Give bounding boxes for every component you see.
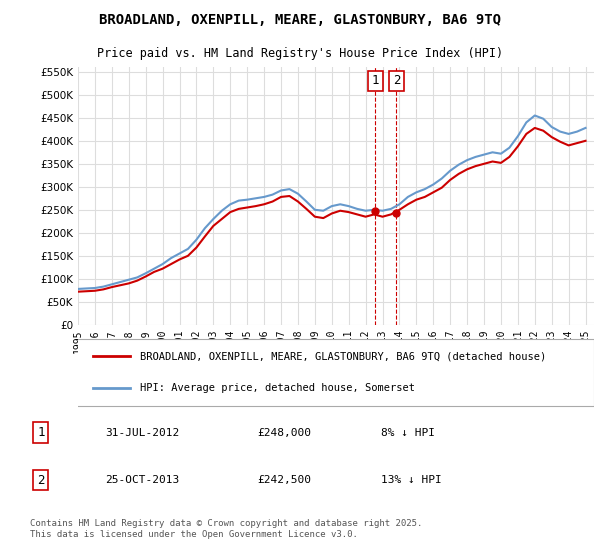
FancyBboxPatch shape: [73, 339, 594, 406]
Text: £242,500: £242,500: [257, 475, 311, 485]
Text: £248,000: £248,000: [257, 428, 311, 437]
Text: 13% ↓ HPI: 13% ↓ HPI: [381, 475, 442, 485]
Text: Contains HM Land Registry data © Crown copyright and database right 2025.
This d: Contains HM Land Registry data © Crown c…: [30, 519, 422, 539]
Text: 1: 1: [371, 74, 379, 87]
Text: HPI: Average price, detached house, Somerset: HPI: Average price, detached house, Some…: [140, 384, 415, 394]
Text: 1: 1: [37, 426, 44, 439]
Text: BROADLAND, OXENPILL, MEARE, GLASTONBURY, BA6 9TQ (detached house): BROADLAND, OXENPILL, MEARE, GLASTONBURY,…: [140, 351, 546, 361]
Text: 2: 2: [392, 74, 400, 87]
Text: Price paid vs. HM Land Registry's House Price Index (HPI): Price paid vs. HM Land Registry's House …: [97, 47, 503, 60]
Text: 8% ↓ HPI: 8% ↓ HPI: [381, 428, 435, 437]
Text: 31-JUL-2012: 31-JUL-2012: [106, 428, 180, 437]
Text: 2: 2: [37, 474, 44, 487]
Text: 25-OCT-2013: 25-OCT-2013: [106, 475, 180, 485]
Text: BROADLAND, OXENPILL, MEARE, GLASTONBURY, BA6 9TQ: BROADLAND, OXENPILL, MEARE, GLASTONBURY,…: [99, 13, 501, 27]
